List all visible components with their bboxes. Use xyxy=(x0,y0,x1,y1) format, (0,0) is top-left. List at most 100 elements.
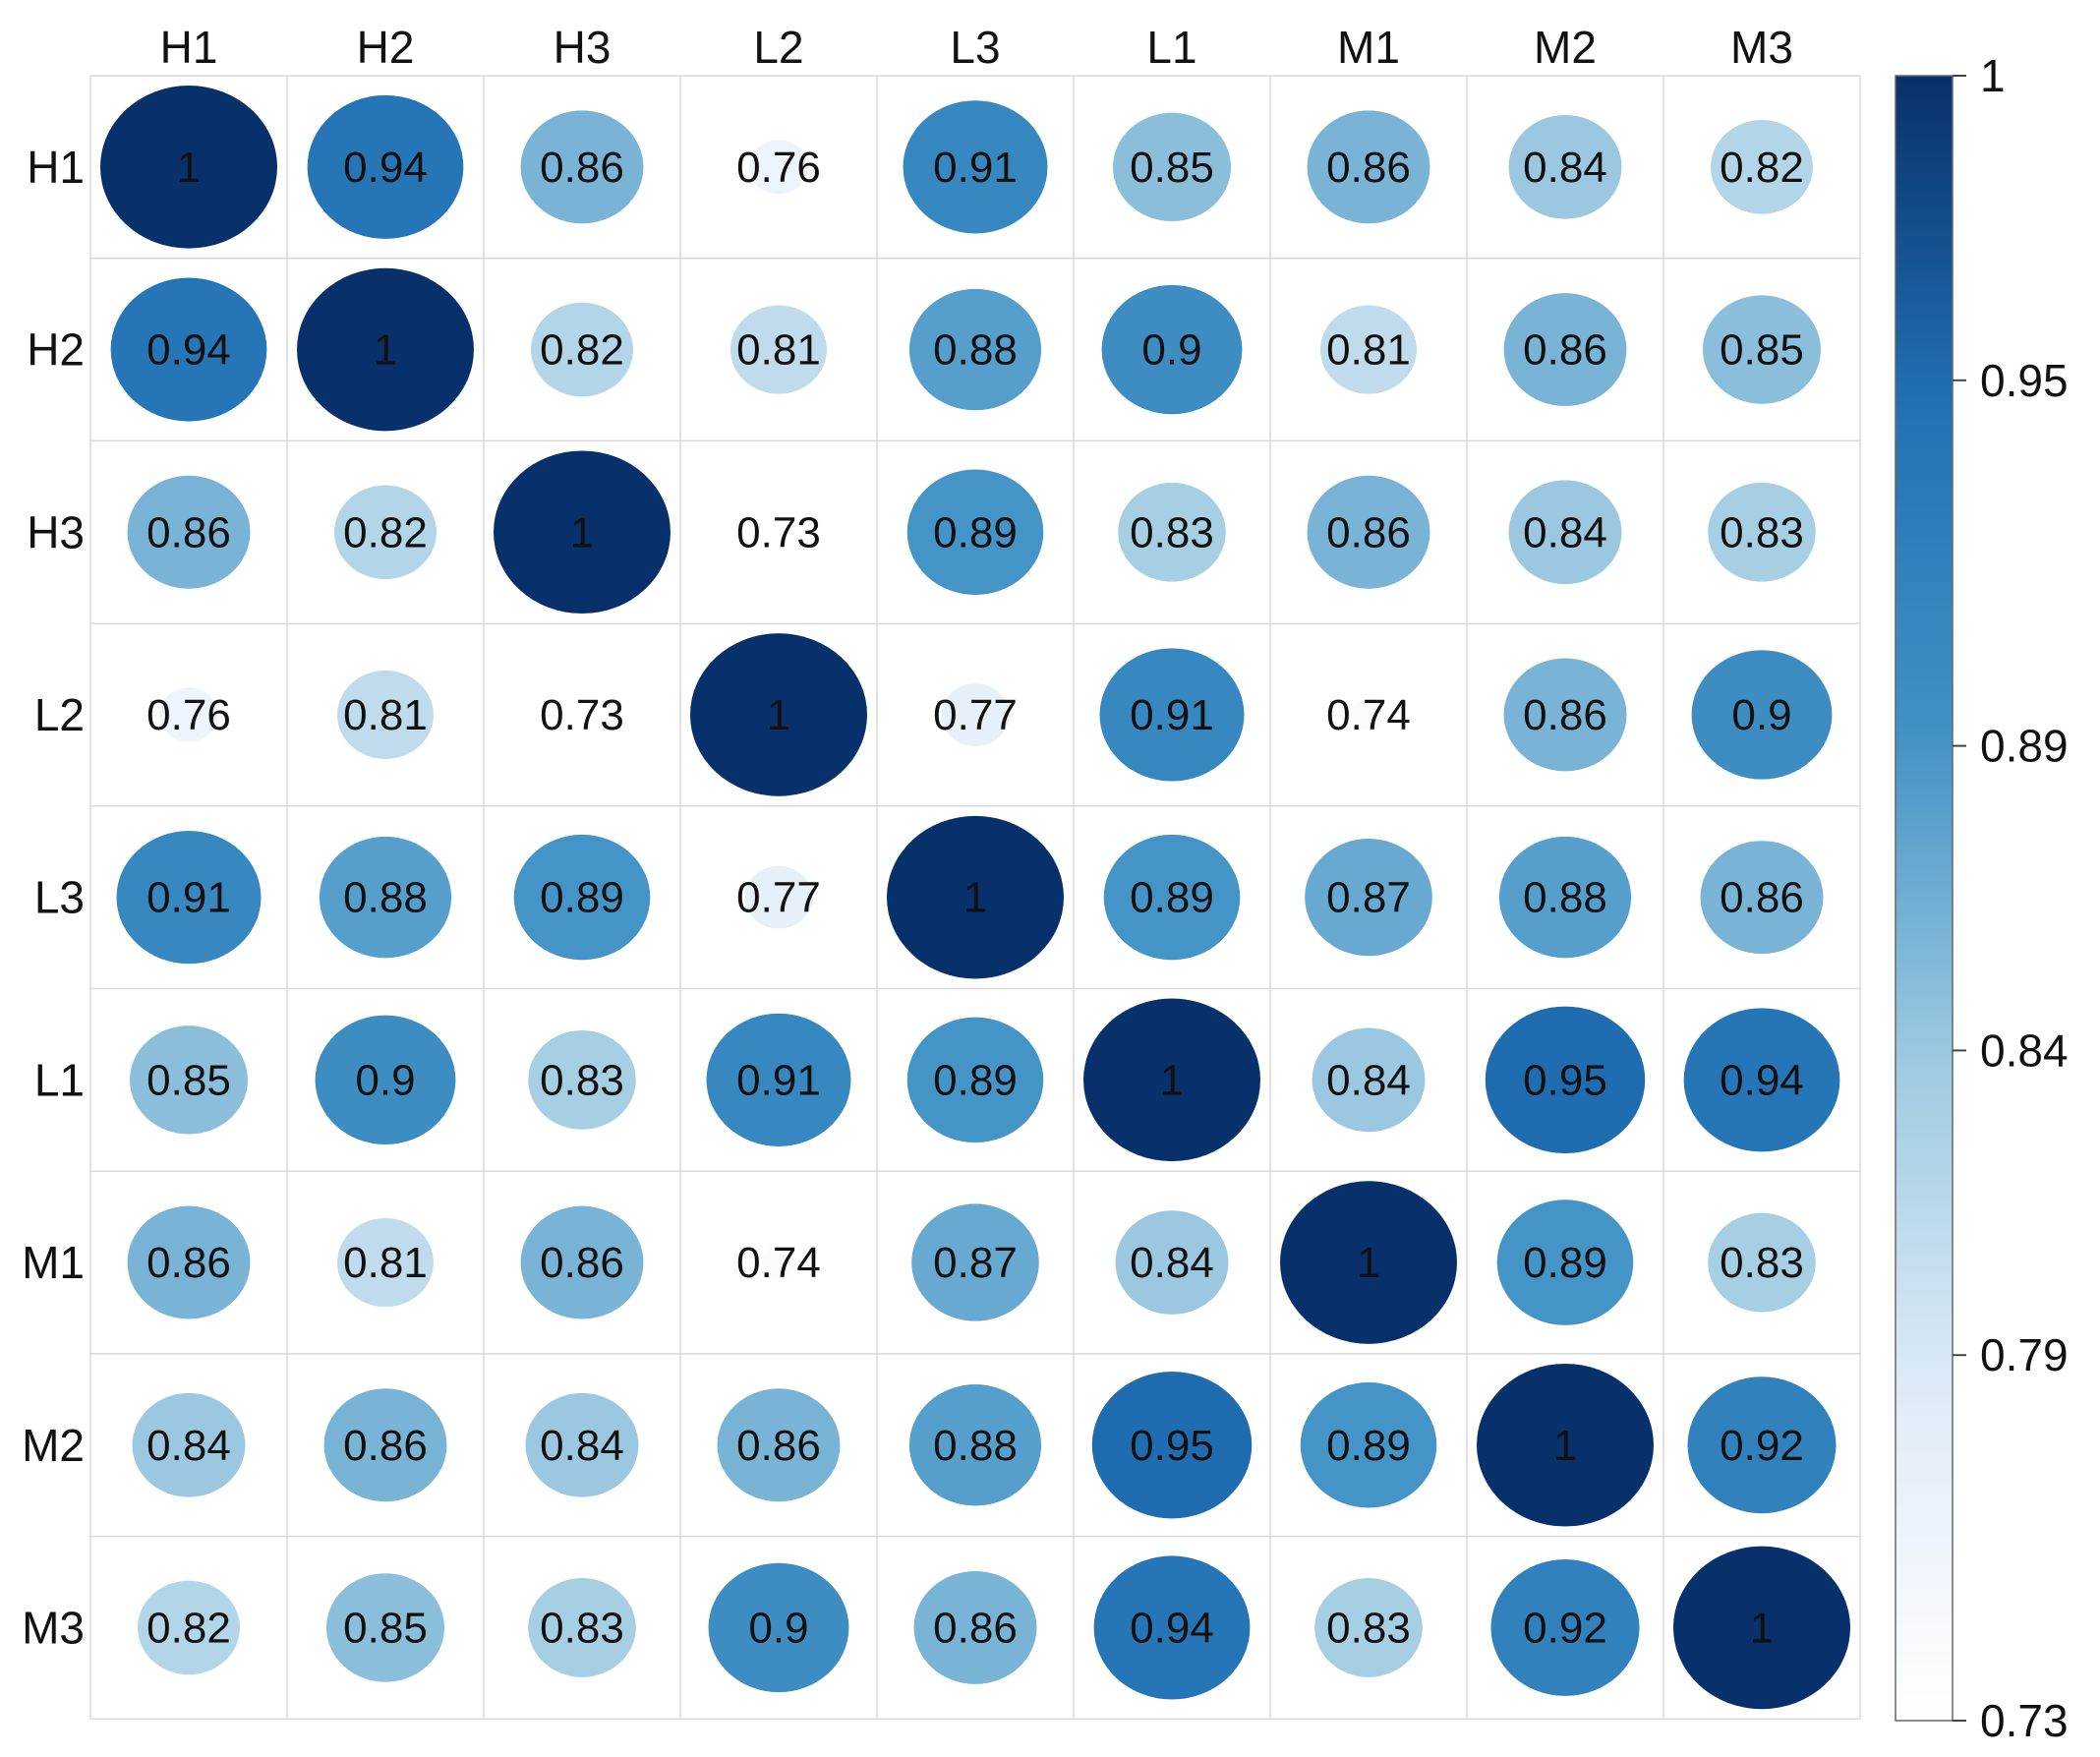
corr-circle-h3-m3 xyxy=(1708,482,1816,582)
corr-circle-h2-m1 xyxy=(1320,305,1417,394)
corr-circle-h3-h1 xyxy=(127,475,251,589)
corr-circle-l1-h2 xyxy=(315,1015,456,1145)
corr-value-h1-h2: 0.94 xyxy=(343,144,428,192)
corr-circle-m1-m3 xyxy=(1708,1212,1816,1313)
corr-circle-m2-h1 xyxy=(132,1392,246,1497)
corr-circle-m1-l3 xyxy=(911,1203,1039,1321)
corr-value-l2-h1: 0.76 xyxy=(146,691,231,739)
corr-value-l1-l1: 1 xyxy=(1160,1056,1184,1104)
corr-value-l3-l2: 0.77 xyxy=(736,874,821,922)
corr-circle-l2-h2 xyxy=(337,670,434,760)
corr-circle-l1-l3 xyxy=(906,1017,1044,1143)
column-label-h3: H3 xyxy=(554,22,612,73)
corr-circle-m2-m1 xyxy=(1300,1382,1437,1508)
corr-value-m2-l3: 0.88 xyxy=(933,1422,1018,1470)
row-label-l2: L2 xyxy=(34,689,85,740)
corr-value-l2-l1: 0.91 xyxy=(1130,691,1214,739)
corr-value-h3-l2: 0.73 xyxy=(736,508,821,556)
corr-value-h3-l1: 0.83 xyxy=(1130,508,1214,556)
corr-circle-l3-l2 xyxy=(744,865,813,929)
column-label-l1: L1 xyxy=(1146,22,1196,73)
corr-circle-l3-m1 xyxy=(1305,839,1432,957)
corr-circle-l2-l2 xyxy=(690,633,867,796)
colorbar xyxy=(1895,75,1954,1722)
corr-circle-m2-l1 xyxy=(1091,1372,1253,1519)
row-label-m1: M1 xyxy=(22,1237,85,1288)
corr-circle-m2-l3 xyxy=(908,1384,1042,1506)
corr-circle-m3-h1 xyxy=(138,1580,240,1675)
corr-value-l2-m2: 0.86 xyxy=(1523,691,1607,739)
corr-circle-h3-m1 xyxy=(1307,475,1430,589)
corr-value-m1-h3: 0.86 xyxy=(540,1239,624,1287)
corr-circle-l1-l1 xyxy=(1083,998,1260,1162)
corr-circle-l3-l3 xyxy=(887,815,1064,979)
corr-value-m3-m3: 1 xyxy=(1750,1604,1774,1652)
corr-circle-m1-h1 xyxy=(127,1205,251,1319)
corr-circle-m1-l2 xyxy=(761,1247,796,1278)
corr-value-h2-l3: 0.88 xyxy=(933,326,1018,375)
corr-value-h1-l1: 0.85 xyxy=(1130,144,1214,192)
corr-circle-h1-l2 xyxy=(749,140,808,195)
corr-value-l3-m3: 0.86 xyxy=(1720,874,1804,922)
corr-circle-l3-h1 xyxy=(116,831,262,965)
corr-value-l2-l3: 0.77 xyxy=(933,691,1018,739)
corr-value-h1-m3: 0.82 xyxy=(1720,144,1804,192)
corr-circle-l1-l2 xyxy=(706,1013,851,1146)
row-label-m2: M2 xyxy=(22,1420,85,1471)
corr-value-h2-l2: 0.81 xyxy=(736,326,821,375)
corr-circle-l3-m2 xyxy=(1498,836,1632,959)
corr-value-h2-h3: 0.82 xyxy=(540,326,624,375)
corr-value-h3-h1: 0.86 xyxy=(146,508,231,556)
corr-circle-m3-h3 xyxy=(528,1578,636,1677)
corr-value-l1-h3: 0.83 xyxy=(540,1056,624,1104)
corr-circle-l2-m1 xyxy=(1351,699,1386,731)
corr-value-h2-m3: 0.85 xyxy=(1720,326,1804,375)
corr-value-h3-l3: 0.89 xyxy=(933,508,1018,556)
corr-value-h1-l3: 0.91 xyxy=(933,144,1018,192)
corr-value-m3-h1: 0.82 xyxy=(146,1604,231,1652)
corr-value-m2-m1: 0.89 xyxy=(1326,1422,1411,1470)
corr-value-m2-m3: 0.92 xyxy=(1720,1422,1804,1470)
corr-circle-l2-m2 xyxy=(1503,658,1627,772)
corr-value-h1-h1: 1 xyxy=(177,144,201,192)
corr-value-m3-l2: 0.9 xyxy=(748,1604,808,1652)
corr-circle-l3-l1 xyxy=(1103,834,1241,961)
corr-circle-l2-l1 xyxy=(1099,648,1245,782)
corr-circle-h1-m3 xyxy=(1711,120,1813,214)
corr-value-l3-l3: 1 xyxy=(963,874,987,922)
corr-value-m3-h3: 0.83 xyxy=(540,1604,624,1652)
corr-circle-h3-l3 xyxy=(906,469,1044,595)
corr-circle-h3-m2 xyxy=(1508,480,1622,585)
corr-circle-l2-h1 xyxy=(159,687,218,742)
corr-value-l2-h3: 0.73 xyxy=(540,691,624,739)
corr-value-h3-h2: 0.82 xyxy=(343,508,428,556)
corr-value-m3-l1: 0.94 xyxy=(1130,1604,1214,1652)
corr-circle-h2-m2 xyxy=(1503,293,1627,407)
corr-value-h3-m2: 0.84 xyxy=(1523,508,1607,556)
corr-value-l2-m1: 0.74 xyxy=(1326,691,1411,739)
column-label-h2: H2 xyxy=(357,22,415,73)
corr-value-l1-l3: 0.89 xyxy=(933,1056,1018,1104)
corr-circle-h2-h3 xyxy=(531,302,633,397)
corr-value-m3-l3: 0.86 xyxy=(933,1604,1018,1652)
corr-circle-h2-l3 xyxy=(908,288,1042,411)
corr-value-m3-m1: 0.83 xyxy=(1326,1604,1411,1652)
row-label-h2: H2 xyxy=(27,324,85,376)
colorbar-tick-label: 0.79 xyxy=(1980,1329,2069,1380)
column-label-l3: L3 xyxy=(950,22,1000,73)
corr-value-l3-m2: 0.88 xyxy=(1523,874,1607,922)
corr-circle-l1-m3 xyxy=(1683,1008,1840,1152)
colorbar-tick-label: 0.84 xyxy=(1980,1025,2069,1076)
corr-value-l1-h2: 0.9 xyxy=(355,1056,415,1104)
corr-circle-m1-m1 xyxy=(1280,1181,1457,1344)
corr-circle-l1-m2 xyxy=(1485,1006,1646,1154)
row-label-m3: M3 xyxy=(22,1602,85,1653)
colorbar-tick-label: 0.73 xyxy=(1980,1695,2069,1746)
corr-circle-h3-l1 xyxy=(1118,482,1226,582)
corr-circle-m2-m3 xyxy=(1687,1376,1837,1514)
corr-circle-h1-h3 xyxy=(520,110,644,224)
corr-value-l2-m3: 0.9 xyxy=(1731,691,1791,739)
corr-value-h3-m1: 0.86 xyxy=(1326,508,1411,556)
corr-value-m3-m2: 0.92 xyxy=(1523,1604,1607,1652)
